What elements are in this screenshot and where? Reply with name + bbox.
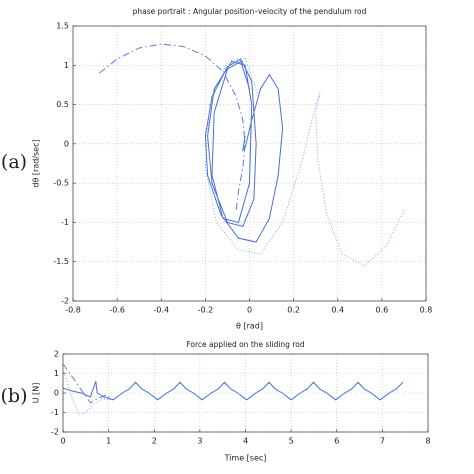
y-axis-label: U [N] — [32, 383, 41, 404]
x-tick-label: -0.6 — [109, 306, 125, 315]
x-tick-label: 0.2 — [287, 306, 300, 315]
y-tick-label: -1 — [61, 218, 69, 227]
x-axis-label: Time [sec] — [224, 454, 267, 463]
x-tick-label: 6 — [334, 437, 339, 446]
data-line — [204, 56, 405, 267]
x-tick-label: 5 — [289, 437, 294, 446]
plot-frame — [72, 25, 427, 302]
plot-frame — [62, 353, 429, 433]
chart-title: phase portrait : Angular position–veloci… — [133, 7, 367, 16]
x-tick-label: 0.4 — [331, 306, 344, 315]
y-axis-label: dθ [rad/sec] — [32, 139, 41, 187]
x-tick-label: 1 — [106, 437, 111, 446]
y-tick-label: 0.5 — [56, 100, 69, 109]
x-axis-label: θ [rad] — [236, 322, 263, 331]
x-tick-label: 0.8 — [420, 306, 433, 315]
data-line — [63, 381, 404, 401]
x-tick-label: 8 — [425, 437, 430, 446]
x-tick-label: 3 — [197, 437, 202, 446]
x-tick-label: -0.8 — [65, 306, 81, 315]
y-tick-label: -1 — [51, 408, 59, 417]
x-tick-label: 2 — [152, 437, 157, 446]
data-line — [63, 369, 114, 416]
y-tick-label: -0.5 — [53, 179, 69, 188]
data-line — [99, 43, 246, 211]
data-line — [63, 363, 114, 404]
y-tick-label: -2 — [51, 428, 59, 437]
chart-title: Force applied on the sliding rod — [186, 340, 304, 349]
y-tick-label: -2 — [61, 297, 69, 306]
y-tick-label: 0 — [54, 389, 59, 398]
x-tick-label: 7 — [380, 437, 385, 446]
panel-label: (b) — [1, 385, 28, 407]
x-tick-label: 0 — [247, 306, 252, 315]
y-tick-label: 0 — [64, 139, 69, 148]
y-tick-label: 2 — [54, 350, 59, 359]
x-tick-label: 0 — [60, 437, 65, 446]
data-line — [204, 58, 284, 243]
x-tick-label: -0.4 — [153, 306, 169, 315]
x-tick-label: 4 — [243, 437, 248, 446]
x-tick-label: -0.2 — [198, 306, 214, 315]
y-tick-label: 1.5 — [56, 22, 69, 31]
panel-label: (a) — [1, 151, 27, 173]
y-tick-label: -1.5 — [53, 257, 69, 266]
plot-area — [73, 26, 426, 301]
y-tick-label: 1 — [54, 369, 59, 378]
y-tick-label: 1 — [64, 61, 69, 70]
x-tick-label: 0.6 — [376, 306, 389, 315]
